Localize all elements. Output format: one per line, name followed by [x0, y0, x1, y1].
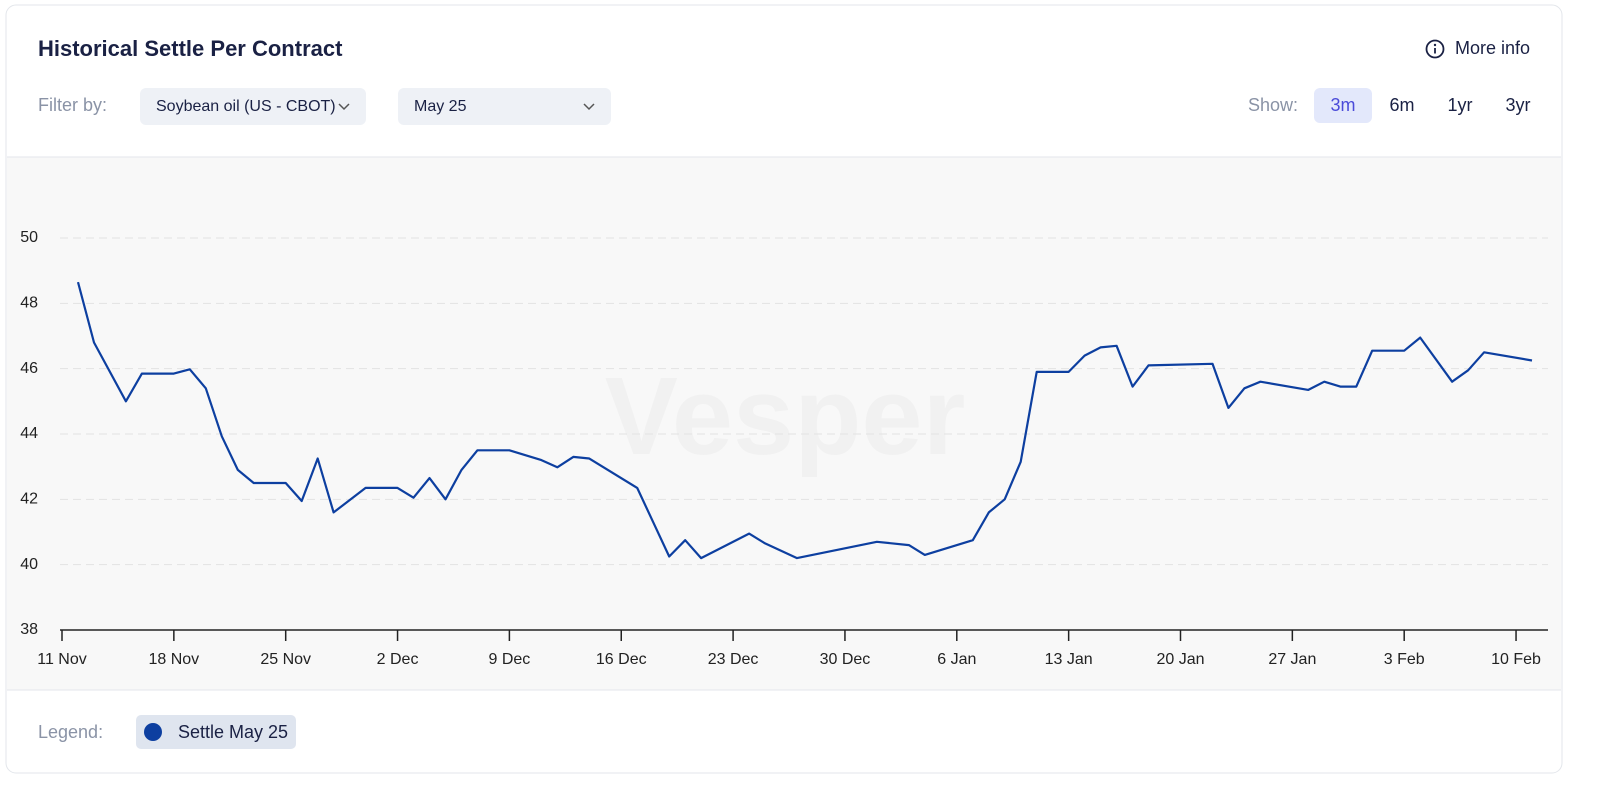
- filter-value: Soybean oil (US - CBOT): [156, 97, 336, 115]
- x-tick-label: 27 Jan: [1268, 651, 1316, 668]
- show-label: Show:: [1248, 95, 1299, 115]
- x-tick-label: 30 Dec: [820, 651, 871, 668]
- range-button[interactable]: 3m: [1314, 88, 1372, 123]
- x-tick-label: 20 Jan: [1156, 651, 1204, 668]
- x-tick-label: 10 Feb: [1491, 651, 1541, 668]
- chevron: [338, 102, 350, 110]
- x-tick-label: 18 Nov: [148, 651, 199, 668]
- legend-text: Settle May 25: [178, 721, 289, 742]
- title: Historical Settle Per Contract: [38, 36, 343, 61]
- y-tick-label: 38: [20, 621, 38, 638]
- filter-label: Filter by:: [38, 95, 108, 115]
- x-tick-label: 3 Feb: [1384, 651, 1425, 668]
- x-tick-label: 13 Jan: [1045, 651, 1093, 668]
- y-tick-label: 50: [20, 229, 38, 246]
- x-tick-label: 25 Nov: [260, 651, 311, 668]
- x-tick-label: 11 Nov: [37, 651, 87, 668]
- x-tick-label: 16 Dec: [596, 651, 647, 668]
- legend-item[interactable]: Settle May 25: [136, 715, 297, 749]
- filter-dropdown[interactable]: Soybean oil (US - CBOT): [140, 88, 366, 125]
- plot-area: [7, 157, 1561, 690]
- x-tick-label: 6 Jan: [937, 651, 976, 668]
- legend-label: Legend:: [38, 722, 104, 742]
- x-tick-label: 23 Dec: [708, 651, 759, 668]
- y-tick-label: 40: [20, 556, 38, 573]
- series-line: [76, 281, 1533, 560]
- watermark: Vesper: [605, 355, 966, 478]
- y-tick-label: 42: [20, 491, 38, 508]
- x-tick-label: 9 Dec: [488, 651, 530, 668]
- chevron: [583, 102, 595, 110]
- filter-value: May 25: [414, 97, 467, 115]
- x-tick-label: 2 Dec: [377, 651, 419, 668]
- legend-swatch: [144, 723, 162, 741]
- filter-dropdown[interactable]: May 25: [398, 88, 611, 125]
- range-button[interactable]: 3yr: [1505, 95, 1531, 115]
- range-button[interactable]: 1yr: [1447, 95, 1473, 115]
- range-button[interactable]: 6m: [1389, 95, 1415, 115]
- y-tick-label: 48: [20, 295, 38, 312]
- more-info-label: More info: [1454, 38, 1530, 58]
- info-icon: [1425, 39, 1445, 58]
- more-info[interactable]: More info: [1425, 38, 1530, 59]
- y-tick-label: 44: [20, 425, 38, 442]
- y-tick-label: 46: [20, 360, 38, 377]
